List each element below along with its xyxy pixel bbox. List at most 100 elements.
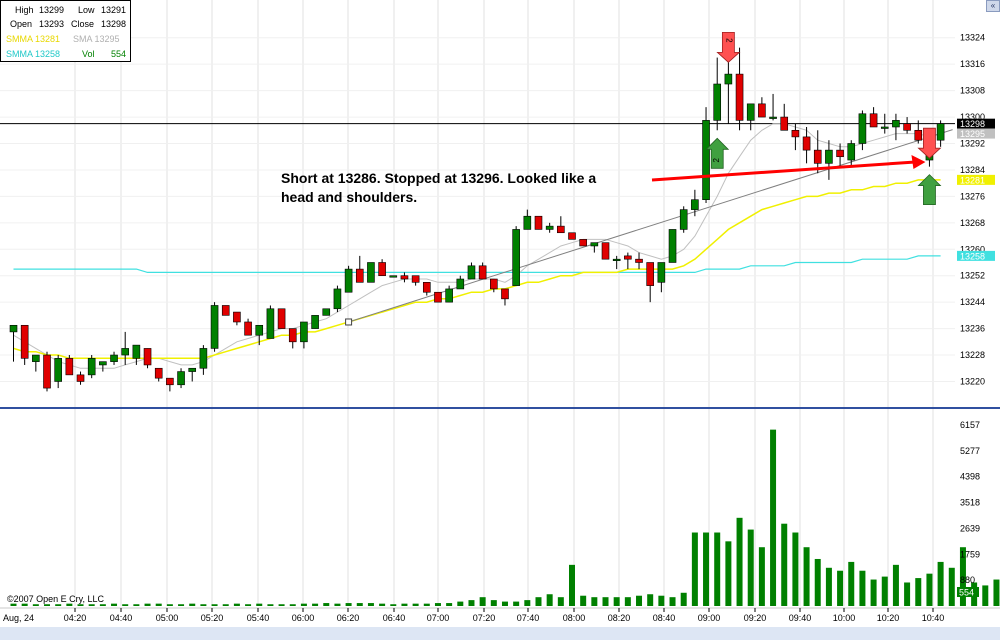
candle-up — [713, 83, 722, 121]
volume-bar — [904, 582, 911, 606]
volume-bar — [200, 604, 207, 606]
volume-bar — [915, 578, 922, 606]
volume-bar — [758, 547, 765, 606]
volume-bar — [546, 594, 553, 606]
volume-bar — [10, 603, 17, 606]
volume-bar — [501, 601, 508, 606]
sma-label: SMA 13295 — [73, 34, 120, 44]
sell-signal-arrow — [917, 127, 942, 159]
volume-bar — [825, 567, 832, 606]
volume-bar — [569, 564, 575, 606]
time-tick-label: 09:00 — [698, 613, 721, 623]
candle-down — [233, 311, 241, 323]
price-tick-label: 13260 — [960, 244, 985, 254]
buy-signal-arrow — [917, 174, 942, 206]
candle-down — [579, 239, 587, 247]
volume-bar — [55, 604, 62, 606]
volume-bar — [423, 603, 430, 606]
close-label: Close — [71, 19, 95, 29]
candle-down — [568, 232, 576, 240]
open-value: 13293 — [39, 19, 65, 29]
time-tick-label: 10:20 — [877, 613, 900, 623]
candle-up — [110, 354, 118, 362]
candle-down — [355, 268, 364, 283]
candle-up — [880, 126, 889, 129]
candle-up — [333, 288, 342, 310]
candle-down — [154, 367, 163, 379]
smma-cyan-line — [13, 255, 941, 273]
price-tick-label: 13268 — [960, 218, 985, 228]
candle-up — [188, 367, 197, 372]
volume-bar — [792, 532, 799, 606]
price-tick-label: 13252 — [960, 271, 985, 281]
candle-down — [813, 149, 822, 164]
time-tick-label: 09:20 — [744, 613, 767, 623]
candle-up — [467, 265, 476, 280]
time-tick-label: 08:00 — [563, 613, 586, 623]
price-tag-label: 13298 — [960, 119, 985, 129]
candle-down — [557, 225, 565, 234]
volume-bar — [513, 601, 520, 606]
volume-bar — [166, 604, 173, 606]
volume-bar — [88, 604, 95, 606]
volume-bar — [233, 603, 240, 606]
candle-down — [244, 321, 252, 336]
candle-down — [76, 374, 85, 382]
volume-bar — [948, 567, 955, 606]
candle-up — [132, 344, 141, 359]
annotation-arrow-head — [911, 155, 926, 169]
volume-bar — [345, 603, 352, 606]
candle-down — [378, 262, 386, 277]
time-tick-label: 08:40 — [653, 613, 676, 623]
collapse-panel-button[interactable]: « — [986, 0, 1000, 12]
volume-bar — [837, 570, 844, 606]
arrow-up-icon — [705, 137, 730, 169]
time-tick-label: 07:00 — [427, 613, 450, 623]
volume-bar — [479, 597, 486, 606]
candle-up — [54, 358, 62, 382]
candle-down — [646, 262, 654, 286]
volume-bar — [77, 604, 84, 606]
buy-signal-arrow: 2 — [705, 137, 730, 169]
candle-down — [758, 103, 766, 118]
time-tick-label: 06:00 — [292, 613, 315, 623]
volume-bar — [211, 604, 218, 606]
time-tick-label: 10:00 — [833, 613, 856, 623]
volume-bar — [189, 603, 196, 606]
volume-bar — [133, 604, 140, 606]
candle-up — [344, 268, 353, 293]
volume-bar — [334, 603, 341, 606]
candle-down — [802, 136, 811, 151]
volume-bar — [814, 558, 821, 606]
price-tick-label: 13236 — [960, 324, 985, 334]
candle-down — [20, 324, 29, 359]
volume-tick-label: 4398 — [960, 472, 980, 482]
price-tag — [957, 250, 995, 261]
volume-bar — [535, 597, 542, 606]
signal-label: 2 — [724, 38, 733, 43]
low-label: Low — [78, 5, 95, 15]
volume-tick-label: 2639 — [960, 523, 980, 533]
volume-bar — [770, 429, 777, 606]
volume-bar — [122, 604, 129, 606]
candle-down — [43, 354, 51, 389]
volume-bar — [390, 604, 397, 606]
candle-up — [612, 258, 621, 261]
candle-down — [277, 308, 286, 329]
candle-down — [411, 275, 420, 283]
price-tick-label: 13276 — [960, 191, 985, 201]
candle-down — [914, 129, 923, 141]
candle-up — [199, 348, 208, 369]
volume-bar — [580, 595, 587, 606]
annotation-line-1: Short at 13286. Stopped at 13296. Looked… — [281, 170, 596, 186]
price-tick-label: 13228 — [960, 350, 985, 360]
volume-bar — [468, 600, 475, 606]
volume-bar — [624, 597, 631, 606]
close-value: 13298 — [101, 19, 127, 29]
time-tick-label: 07:40 — [517, 613, 540, 623]
volume-bar — [870, 579, 877, 606]
price-tag — [957, 174, 995, 185]
candle-down — [288, 328, 297, 343]
sell-signal-arrow: 2 — [716, 31, 741, 63]
